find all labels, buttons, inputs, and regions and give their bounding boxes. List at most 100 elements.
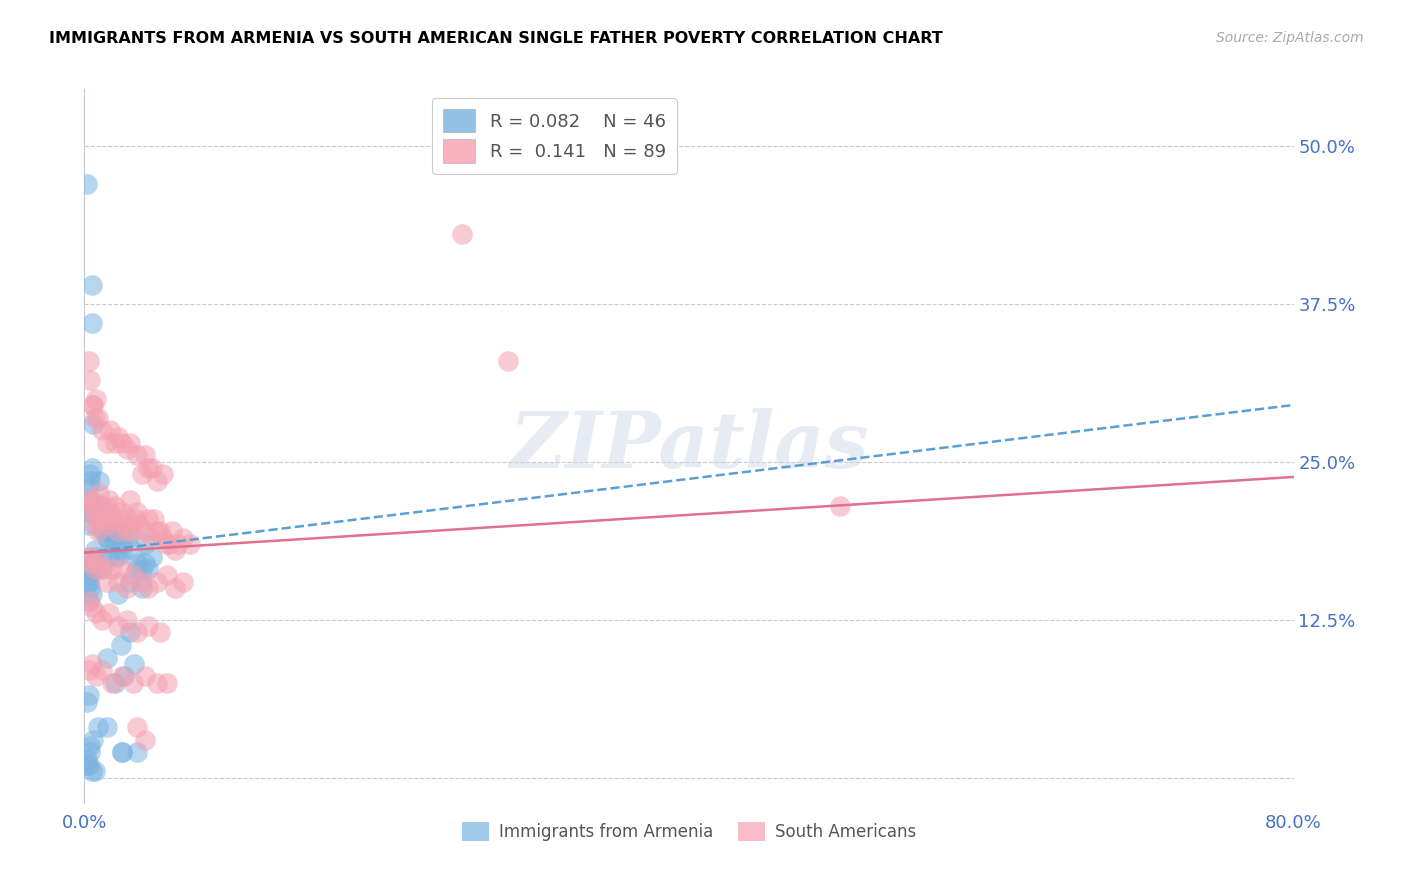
Point [84, 543, 107, 558]
Point [77, 480, 100, 494]
Point [451, 227, 474, 242]
Point [80, 764, 103, 779]
Point [97, 549, 120, 564]
Point [79, 581, 101, 595]
Point [100, 524, 122, 539]
Point [127, 449, 149, 463]
Point [125, 511, 148, 525]
Point [115, 524, 138, 539]
Point [77, 549, 100, 564]
Point [80, 398, 103, 412]
Point [76, 751, 98, 765]
Text: Source: ZipAtlas.com: Source: ZipAtlas.com [1216, 31, 1364, 45]
Point [79, 505, 101, 519]
Point [134, 669, 156, 683]
Point [100, 562, 122, 576]
Point [104, 549, 127, 564]
Point [101, 531, 124, 545]
Point [131, 581, 153, 595]
Point [79, 492, 101, 507]
Point [141, 549, 163, 564]
Point [91, 511, 114, 525]
Point [79, 467, 101, 482]
Point [104, 675, 127, 690]
Point [91, 423, 114, 437]
Point [134, 732, 156, 747]
Point [80, 505, 103, 519]
Point [96, 531, 118, 545]
Point [82, 492, 104, 507]
Point [93, 524, 115, 539]
Text: IMMIGRANTS FROM ARMENIA VS SOUTH AMERICAN SINGLE FATHER POVERTY CORRELATION CHAR: IMMIGRANTS FROM ARMENIA VS SOUTH AMERICA… [49, 31, 943, 46]
Point [107, 587, 129, 601]
Text: ZIPatlas: ZIPatlas [509, 408, 869, 484]
Point [82, 732, 104, 747]
Point [172, 574, 194, 589]
Point [90, 499, 112, 513]
Point [118, 524, 141, 539]
Point [76, 695, 98, 709]
Point [111, 543, 134, 558]
Point [80, 556, 103, 570]
Point [146, 675, 169, 690]
Point [82, 398, 104, 412]
Point [121, 675, 143, 690]
Point [111, 745, 134, 759]
Point [104, 435, 127, 450]
Point [77, 758, 100, 772]
Point [134, 556, 156, 570]
Point [118, 574, 141, 589]
Point [89, 474, 111, 488]
Point [107, 429, 129, 443]
Point [107, 524, 129, 539]
Point [86, 607, 108, 621]
Point [111, 505, 134, 519]
Point [84, 410, 107, 425]
Point [77, 353, 100, 368]
Point [115, 581, 138, 595]
Point [98, 505, 121, 519]
Point [142, 511, 165, 525]
Point [98, 423, 121, 437]
Point [79, 739, 101, 753]
Point [110, 638, 132, 652]
Point [115, 531, 138, 545]
Point [97, 524, 120, 539]
Point [75, 758, 97, 772]
Point [131, 467, 153, 482]
Point [76, 177, 98, 191]
Point [84, 764, 107, 779]
Point [80, 461, 103, 475]
Point [157, 537, 180, 551]
Point [94, 517, 117, 532]
Point [104, 499, 127, 513]
Point [121, 568, 143, 582]
Point [77, 689, 100, 703]
Point [82, 417, 104, 431]
Point [91, 562, 114, 576]
Point [131, 562, 153, 576]
Point [110, 524, 132, 539]
Point [107, 549, 129, 564]
Point [146, 474, 169, 488]
Point [136, 511, 159, 525]
Legend: Immigrants from Armenia, South Americans: Immigrants from Armenia, South Americans [456, 815, 922, 848]
Point [87, 410, 110, 425]
Point [165, 581, 187, 595]
Point [82, 562, 104, 576]
Point [87, 720, 110, 734]
Point [77, 593, 100, 607]
Point [86, 669, 108, 683]
Point [111, 562, 134, 576]
Point [77, 505, 100, 519]
Point [97, 607, 120, 621]
Point [136, 619, 159, 633]
Point [91, 562, 114, 576]
Point [134, 449, 156, 463]
Point [136, 461, 159, 475]
Point [167, 537, 190, 551]
Point [110, 511, 132, 525]
Point [165, 543, 187, 558]
Point [156, 568, 179, 582]
Point [107, 619, 129, 633]
